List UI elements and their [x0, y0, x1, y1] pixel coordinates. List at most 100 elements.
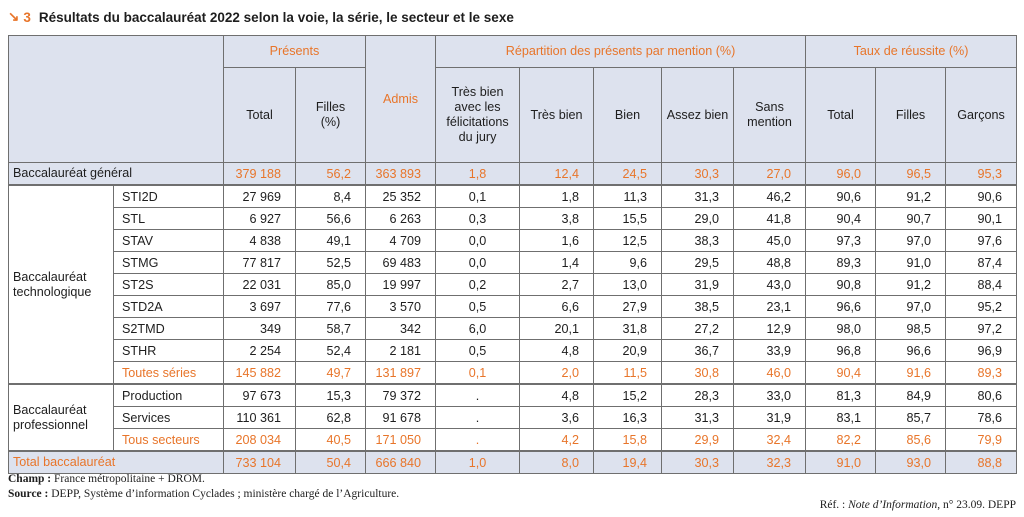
table-row: STMG 77 817 52,5 69 483 0,0 1,4 9,6 29,5 48,8 89,… — [9, 251, 1018, 274]
ref-suffix: , n° 23.09. DEPP — [937, 499, 1016, 511]
table-cell: 79 372 — [365, 383, 437, 407]
figure-title-text: Résultats du baccalauréat 2022 selon la … — [38, 9, 514, 25]
source-text: DEPP, Système d’information Cyclades ; m… — [48, 488, 400, 500]
table-cell: 97,0 — [875, 295, 947, 318]
group-label-professionnel: Baccalauréat professionnel — [8, 383, 114, 452]
table-cell: 31,8 — [593, 317, 663, 340]
table-cell: 80,6 — [945, 383, 1018, 407]
table-cell: . — [435, 383, 521, 407]
table-cell: 30,3 — [661, 162, 735, 186]
table-cell: 96,9 — [945, 339, 1018, 362]
table-row: STL 6 927 56,6 6 263 0,3 3,8 15,5 29,0 41,8 90,4 9… — [9, 207, 1018, 230]
table-cell: 31,3 — [661, 184, 735, 208]
table-cell: 36,7 — [661, 339, 735, 362]
table-cell: 98,5 — [875, 317, 947, 340]
table-cell: 171 050 — [365, 428, 437, 452]
table-cell: 85,6 — [875, 428, 947, 452]
table-cell: 0,3 — [435, 207, 521, 230]
row-label: Production — [113, 383, 224, 407]
table-corner-cell — [8, 35, 224, 163]
table-cell: 81,3 — [805, 383, 877, 407]
table-cell: 85,7 — [875, 406, 947, 429]
table-cell: 3,8 — [519, 207, 595, 230]
table-cell: 12,5 — [593, 229, 663, 252]
notes: Champ : France métropolitaine + DROM. So… — [8, 472, 399, 502]
table-cell: 3 570 — [365, 295, 437, 318]
header-repartition: Répartition des présents par mention (%) — [435, 35, 807, 68]
header-taux-total: Total — [805, 67, 877, 163]
table-cell: 25 352 — [365, 184, 437, 208]
table-cell: 27 969 — [223, 184, 296, 208]
table-cell: 0,0 — [435, 251, 521, 274]
table-cell: 96,6 — [805, 295, 877, 318]
header-presents: Présents — [222, 35, 367, 68]
table-cell: 27,2 — [661, 317, 735, 340]
group-label-technologique: Baccalauréat technologique — [8, 184, 114, 385]
table-cell: 43,0 — [733, 273, 807, 296]
table-cell: 363 893 — [365, 162, 437, 186]
table-cell: . — [435, 406, 521, 429]
header-tres-bien-felicitations: Très bien avec les félicitations du jury — [435, 67, 521, 163]
table-cell: 6 263 — [365, 207, 437, 230]
table-cell: 96,8 — [805, 339, 877, 362]
table-cell: 83,1 — [805, 406, 877, 429]
table-cell: 46,2 — [733, 184, 807, 208]
table-cell: 12,9 — [733, 317, 807, 340]
table-cell: 342 — [365, 317, 437, 340]
table-cell: 97,2 — [945, 317, 1018, 340]
table-cell: 2 254 — [223, 339, 296, 362]
table-cell: 97,0 — [875, 229, 947, 252]
table-row: Toutes séries 145 882 49,7 131 897 0,1 2,0 11,… — [9, 361, 1018, 385]
row-label: S2TMD — [113, 317, 224, 340]
table-cell: 4 838 — [223, 229, 296, 252]
table-cell: 27,9 — [593, 295, 663, 318]
champ-text: France métropolitaine + DROM. — [51, 473, 205, 485]
table-cell: 96,6 — [875, 339, 947, 362]
header-bien: Bien — [593, 67, 663, 163]
header-taux-filles: Filles — [875, 67, 947, 163]
table-row: STD2A 3 697 77,6 3 570 0,5 6,6 27,9 38,5 23,1 96,… — [9, 295, 1018, 318]
table-cell: 15,8 — [593, 428, 663, 452]
table-cell: 30,8 — [661, 361, 735, 385]
row-label: STL — [113, 207, 224, 230]
table-cell: 88,4 — [945, 273, 1018, 296]
table-cell: 85,0 — [294, 273, 367, 296]
row-label: Total baccalauréat — [8, 450, 224, 474]
table-cell: 30,3 — [661, 450, 735, 474]
table-cell: 15,2 — [593, 383, 663, 407]
table-cell: 97,6 — [945, 229, 1018, 252]
table-cell: 52,5 — [294, 251, 367, 274]
table-cell: 8,4 — [294, 184, 367, 208]
header-admis: Admis — [365, 35, 437, 163]
table-cell: 9,6 — [593, 251, 663, 274]
table-cell: 6,6 — [519, 295, 595, 318]
table-cell: 31,9 — [733, 406, 807, 429]
table-cell: 32,4 — [733, 428, 807, 452]
table-cell: 48,8 — [733, 251, 807, 274]
table-cell: 41,8 — [733, 207, 807, 230]
table-cell: 98,0 — [805, 317, 877, 340]
row-label: STAV — [113, 229, 224, 252]
table-cell: 1,0 — [435, 450, 521, 474]
table-row: Tous secteurs 208 034 40,5 171 050. 4,2 15,8 2… — [9, 428, 1018, 452]
champ-label: Champ : — [8, 473, 52, 485]
table-cell: 19 997 — [365, 273, 437, 296]
table-cell: 19,4 — [593, 450, 663, 474]
table-cell: 52,4 — [294, 339, 367, 362]
table-cell: 3,6 — [519, 406, 595, 429]
table-cell: 29,0 — [661, 207, 735, 230]
table-row: Baccalauréat technologique STI2D 27 969 8,4… — [8, 184, 1018, 385]
table-cell: 24,5 — [593, 162, 663, 186]
table-cell: 82,2 — [805, 428, 877, 452]
table-cell: 13,0 — [593, 273, 663, 296]
row-label: Baccalauréat général — [8, 162, 224, 186]
table-cell: 20,9 — [593, 339, 663, 362]
header-total: Total — [223, 67, 296, 163]
champ-note: Champ : France métropolitaine + DROM. — [8, 472, 399, 487]
table-cell: . — [435, 428, 521, 452]
table-cell: 1,6 — [519, 229, 595, 252]
table-cell: 90,6 — [805, 184, 877, 208]
table-cell: 20,1 — [519, 317, 595, 340]
table-cell: 110 361 — [223, 406, 296, 429]
table-cell: 90,6 — [945, 184, 1018, 208]
